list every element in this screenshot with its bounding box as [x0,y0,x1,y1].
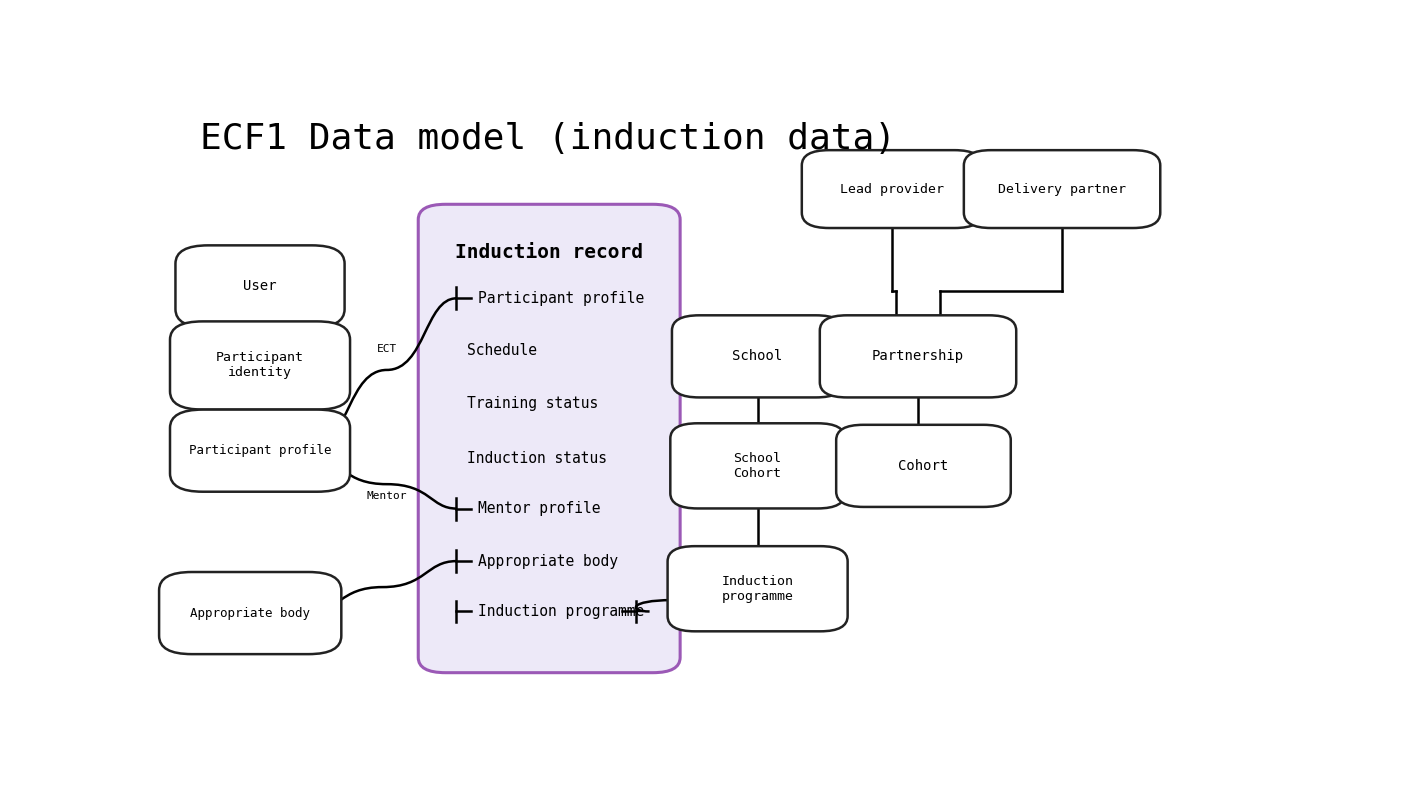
FancyBboxPatch shape [667,546,848,631]
Text: Partnership: Partnership [872,349,964,363]
FancyBboxPatch shape [170,409,351,491]
Text: Cohort: Cohort [898,459,949,473]
Text: School
Cohort: School Cohort [734,452,781,480]
Text: School: School [732,349,783,363]
Text: Mentor: Mentor [366,491,407,502]
FancyBboxPatch shape [964,150,1160,228]
FancyBboxPatch shape [170,322,351,409]
Text: User: User [244,280,277,293]
FancyBboxPatch shape [176,246,345,328]
Text: Induction programme: Induction programme [479,604,645,619]
FancyBboxPatch shape [836,425,1011,507]
Text: ECF1 Data model (induction data): ECF1 Data model (induction data) [200,122,895,156]
Text: Participant
identity: Participant identity [215,352,304,379]
FancyBboxPatch shape [801,150,981,228]
FancyBboxPatch shape [672,315,843,397]
Text: Appropriate body: Appropriate body [479,554,618,569]
Text: Induction status: Induction status [467,451,607,465]
Text: Participant profile: Participant profile [189,444,331,457]
FancyBboxPatch shape [418,205,680,673]
Text: Lead provider: Lead provider [839,182,943,196]
Text: Induction record: Induction record [455,243,643,262]
Text: Appropriate body: Appropriate body [190,607,310,619]
FancyBboxPatch shape [819,315,1017,397]
FancyBboxPatch shape [670,423,845,509]
Text: Participant profile: Participant profile [479,291,645,306]
Text: Schedule: Schedule [467,344,538,359]
Text: ECT: ECT [377,344,397,354]
FancyBboxPatch shape [159,572,341,654]
Text: Training status: Training status [467,396,598,411]
Text: Mentor profile: Mentor profile [479,501,601,516]
Text: Induction
programme: Induction programme [722,575,794,603]
Text: Delivery partner: Delivery partner [998,182,1126,196]
